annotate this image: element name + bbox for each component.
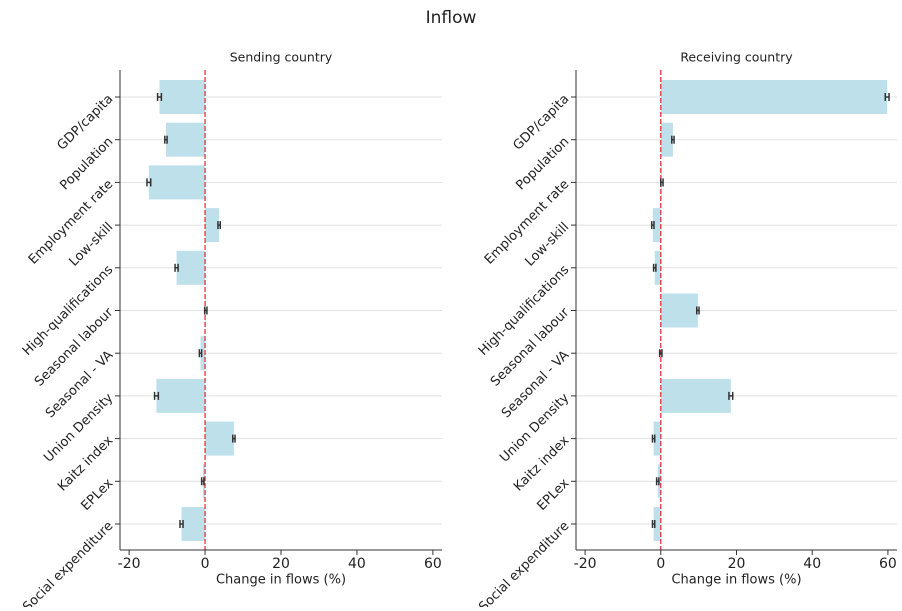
error-bar xyxy=(728,391,734,400)
bar xyxy=(660,122,673,157)
error-bar xyxy=(174,263,179,272)
x-tick-label: 40 xyxy=(803,556,821,572)
bar xyxy=(176,250,206,285)
bar xyxy=(652,208,661,243)
error-bar xyxy=(650,221,655,230)
y-tick-label: EPLex xyxy=(78,476,116,514)
y-tick-label: Social expenditure xyxy=(476,519,572,607)
error-bar xyxy=(232,434,236,443)
x-tick-label: -20 xyxy=(118,556,141,572)
bar xyxy=(200,336,206,371)
error-bar xyxy=(651,520,656,528)
y-tick-label: Seasonal labour xyxy=(488,305,573,390)
error-bar xyxy=(884,93,890,101)
error-bar xyxy=(153,391,160,400)
error-bar xyxy=(671,135,675,144)
x-tick-label: 20 xyxy=(728,556,746,572)
error-bar xyxy=(198,349,203,358)
error-bar xyxy=(658,349,663,358)
error-bar xyxy=(200,477,205,486)
bar xyxy=(653,507,661,541)
y-tick-label: Seasonal labour xyxy=(32,305,117,390)
bar xyxy=(205,208,220,243)
figure-title: Inflow xyxy=(426,8,477,28)
error-bar xyxy=(156,93,163,101)
bar xyxy=(156,378,206,413)
error-bar xyxy=(179,520,184,528)
bar xyxy=(660,80,888,114)
x-tick-label: 20 xyxy=(272,556,290,572)
y-tick-label: Social expenditure xyxy=(20,519,116,607)
x-axis-label: Change in flows (%) xyxy=(216,573,346,588)
bar xyxy=(654,250,661,285)
x-tick-label: 60 xyxy=(879,556,897,572)
panel-title: Receiving country xyxy=(680,50,793,65)
error-bar xyxy=(660,178,664,187)
error-bar xyxy=(651,434,656,443)
bar xyxy=(159,80,206,114)
error-bar xyxy=(164,135,168,144)
bar xyxy=(660,293,698,328)
bar xyxy=(148,165,206,200)
error-bar xyxy=(652,263,657,272)
panel-title: Sending country xyxy=(230,50,333,65)
x-tick-label: -20 xyxy=(574,556,597,572)
error-bar xyxy=(696,306,700,315)
y-tick-label: EPLex xyxy=(534,476,572,514)
x-tick-label: 0 xyxy=(656,556,665,572)
bar xyxy=(181,507,206,541)
x-tick-label: 0 xyxy=(201,556,210,572)
error-bar xyxy=(217,221,221,230)
x-axis-label: Change in flows (%) xyxy=(671,573,801,588)
x-tick-label: 60 xyxy=(424,556,442,572)
error-bar xyxy=(146,178,152,187)
x-tick-label: 40 xyxy=(348,556,366,572)
bar xyxy=(205,421,234,456)
bar xyxy=(660,378,731,413)
bar xyxy=(653,421,661,456)
error-bar xyxy=(655,477,660,486)
bar xyxy=(165,122,206,157)
error-bar xyxy=(203,306,208,315)
